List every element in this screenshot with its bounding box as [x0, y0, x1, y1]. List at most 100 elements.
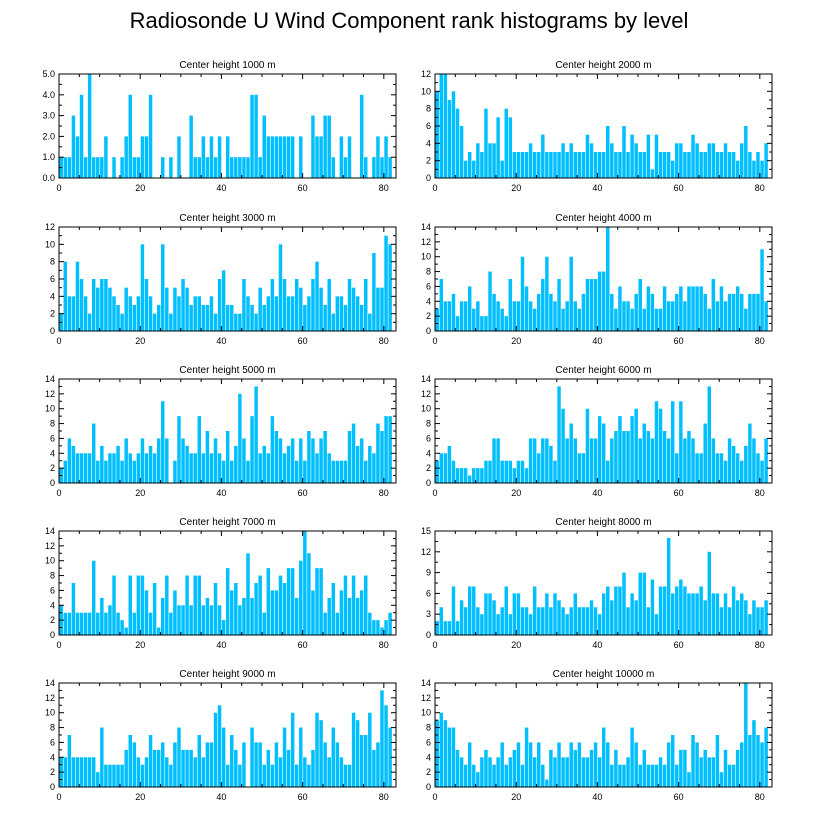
y-tick-label: 0: [426, 326, 431, 336]
x-tick-label: 60: [298, 488, 308, 498]
histogram-bar: [435, 720, 439, 787]
y-tick-label: 2: [426, 311, 431, 321]
panel-title: Center height 3000 m: [179, 213, 275, 224]
histogram-bar: [480, 316, 484, 331]
histogram-bar: [225, 136, 230, 178]
histogram-bar: [764, 727, 768, 787]
histogram-bar: [581, 607, 586, 635]
histogram-bar: [683, 438, 687, 483]
histogram-bar: [549, 293, 553, 331]
x-tick-label: 20: [511, 488, 521, 498]
histogram-bar: [492, 600, 496, 635]
x-tick-label: 20: [135, 792, 145, 802]
histogram-bar: [262, 612, 266, 635]
histogram-bar: [496, 757, 500, 787]
histogram-bar: [185, 749, 189, 787]
histogram-bar: [463, 160, 468, 178]
histogram-bar: [254, 313, 258, 331]
histogram-bar: [760, 607, 764, 635]
histogram-bar: [242, 279, 246, 331]
histogram-bar: [152, 749, 157, 787]
histogram-bar: [683, 152, 687, 178]
histogram-bar: [355, 296, 360, 331]
histogram-bar: [528, 742, 533, 787]
histogram-bar: [532, 438, 537, 483]
histogram-bar: [549, 749, 553, 787]
histogram-bar: [323, 431, 327, 483]
x-tick-label: 20: [511, 792, 521, 802]
histogram-bar: [756, 453, 760, 483]
histogram-bar: [654, 401, 659, 483]
histogram-bar: [744, 445, 748, 483]
histogram-bar: [606, 586, 610, 635]
histogram-bar: [161, 157, 165, 178]
x-tick-label: 60: [674, 488, 684, 498]
y-tick-label: 10: [421, 708, 431, 718]
histogram-panel-8: Center height 8000 m 0 3 6 9 12 15 0 20 40 60 80: [421, 517, 773, 650]
histogram-bar: [504, 108, 508, 178]
histogram-bar: [683, 301, 687, 331]
histogram-bar: [670, 593, 675, 635]
histogram-bar: [439, 607, 444, 635]
histogram-bar: [687, 431, 691, 483]
histogram-bar: [177, 296, 181, 331]
histogram-bar: [278, 757, 283, 787]
x-tick-label: 20: [135, 183, 145, 193]
y-tick-label: 10: [45, 708, 55, 718]
histogram-bar: [577, 742, 582, 787]
histogram-bar: [524, 727, 529, 787]
x-tick-label: 0: [56, 792, 61, 802]
histogram-bar: [512, 749, 517, 787]
histogram-bar: [593, 152, 598, 178]
histogram-bar: [104, 460, 108, 483]
histogram-bar: [347, 431, 352, 483]
histogram-bar: [270, 590, 275, 635]
histogram-bar: [331, 727, 335, 787]
histogram-bar: [205, 305, 210, 331]
histogram-bar: [128, 575, 132, 635]
histogram-bar: [597, 416, 602, 483]
histogram-bar: [254, 94, 258, 178]
histogram-bar: [128, 735, 132, 787]
histogram-bar: [209, 296, 214, 331]
histogram-bar: [156, 627, 161, 635]
histogram-bar: [480, 152, 484, 178]
histogram-panel-10: Center height 10000 m 0 2 4 6 8 10 12 14 0 20 40 60 8…: [421, 669, 773, 802]
histogram-bar: [242, 157, 246, 178]
histogram-bar: [484, 460, 488, 483]
histogram-bar: [561, 308, 565, 331]
histogram-bar: [744, 126, 748, 178]
y-tick-label: 6: [50, 433, 55, 443]
histogram-bar: [63, 757, 68, 787]
histogram-bar: [315, 568, 319, 635]
histogram-bar: [274, 431, 279, 483]
histogram-bar: [217, 279, 222, 331]
histogram-bar: [622, 126, 626, 178]
histogram-bar: [221, 620, 226, 635]
histogram-bar: [250, 727, 254, 787]
histogram-bar: [565, 614, 569, 635]
histogram-bar: [148, 296, 153, 331]
histogram-bar: [549, 445, 553, 483]
histogram-bar: [197, 575, 202, 635]
histogram-bar: [156, 305, 161, 331]
histogram-bar: [630, 134, 634, 178]
histogram-bar: [601, 423, 606, 483]
y-tick-label: 12: [421, 389, 431, 399]
histogram-bar: [140, 244, 145, 331]
histogram-bar: [695, 453, 699, 483]
histogram-bar: [380, 690, 384, 787]
histogram-bar: [557, 742, 561, 787]
y-tick-label: 4: [426, 752, 431, 762]
histogram-bar: [331, 157, 335, 178]
histogram-bar: [303, 757, 307, 787]
histogram-bar: [508, 614, 513, 635]
histogram-bar: [355, 597, 360, 635]
histogram-bar: [307, 553, 311, 635]
histogram-bar: [71, 757, 76, 787]
histogram-bar: [100, 597, 104, 635]
histogram-bar: [752, 720, 756, 787]
histogram-bar: [703, 293, 707, 331]
histogram-bar: [654, 614, 659, 635]
histogram-bar: [687, 593, 691, 635]
